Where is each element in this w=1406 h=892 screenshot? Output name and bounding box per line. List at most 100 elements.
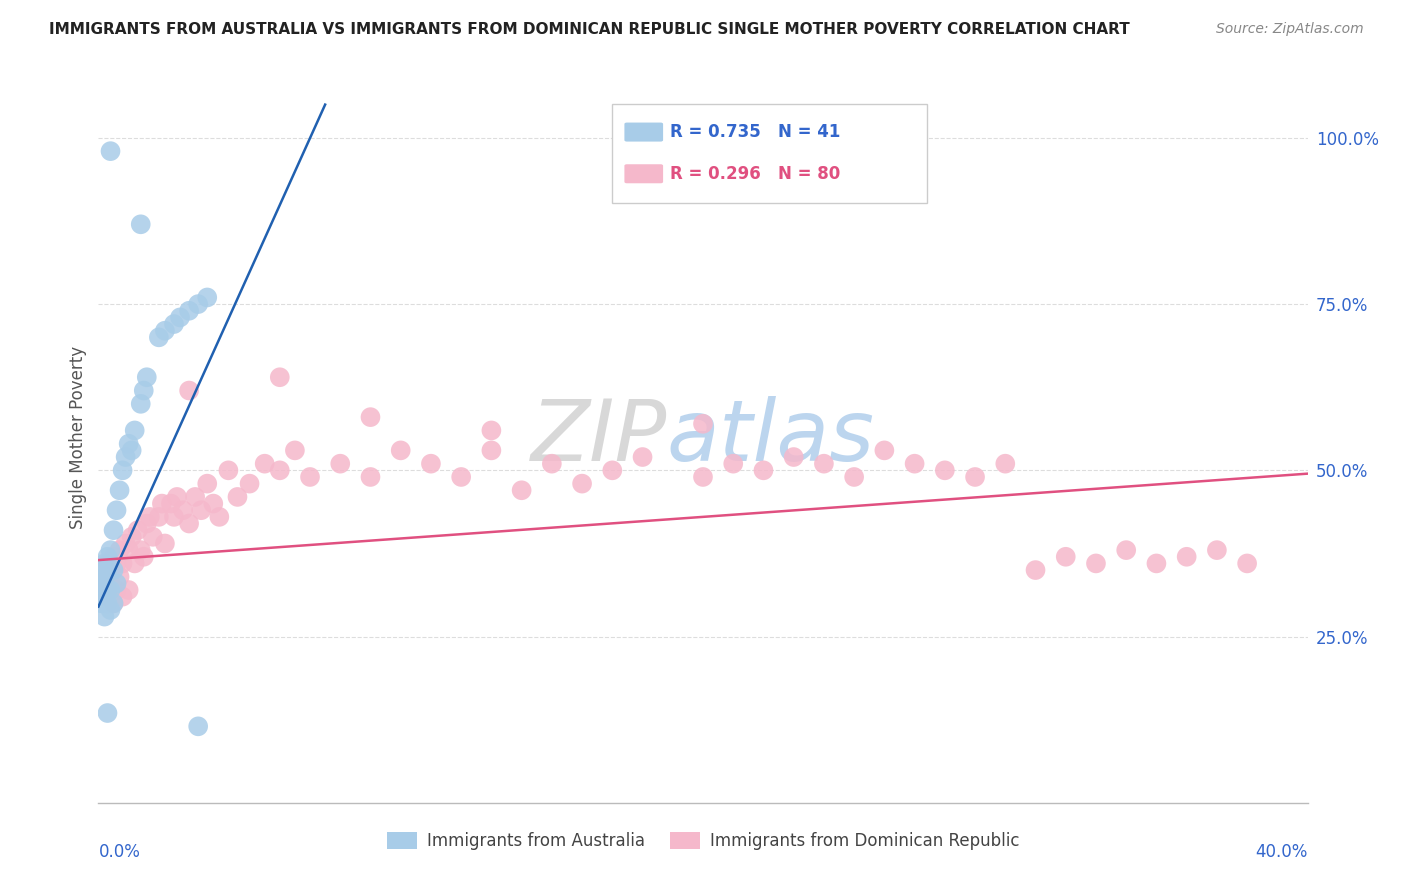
Point: [873, 443, 896, 458]
Point: [208, 509, 231, 524]
Point: [179, 516, 201, 531]
Point: [129, 217, 152, 231]
Point: [103, 563, 125, 577]
Point: [163, 509, 186, 524]
Text: R = 0.735   N = 41: R = 0.735 N = 41: [671, 123, 841, 141]
Point: [202, 497, 225, 511]
Point: [160, 497, 183, 511]
Point: [96, 590, 118, 604]
Point: [111, 590, 134, 604]
Point: [934, 463, 956, 477]
Point: [100, 543, 122, 558]
Point: [124, 424, 146, 438]
Point: [844, 470, 866, 484]
Point: [1206, 543, 1229, 558]
Point: [129, 543, 152, 558]
Point: [602, 463, 624, 477]
Text: ZIP: ZIP: [530, 395, 666, 479]
Point: [195, 476, 218, 491]
Point: [299, 470, 322, 484]
Point: [692, 417, 714, 431]
Point: [100, 603, 122, 617]
Point: [96, 596, 118, 610]
Point: [118, 582, 141, 597]
Text: 40.0%: 40.0%: [1256, 843, 1308, 861]
Point: [1175, 549, 1198, 564]
Point: [510, 483, 533, 498]
Point: [1054, 549, 1077, 564]
Point: [90, 563, 112, 577]
Point: [103, 523, 125, 537]
Point: [114, 450, 136, 464]
Point: [93, 570, 115, 584]
Point: [269, 370, 291, 384]
Point: [190, 503, 212, 517]
Point: [121, 530, 143, 544]
Point: [481, 424, 503, 438]
Point: [100, 576, 122, 591]
Point: [103, 596, 125, 610]
Point: [96, 582, 118, 597]
Point: [217, 463, 239, 477]
Point: [1085, 557, 1108, 571]
Point: [129, 397, 152, 411]
Point: [132, 384, 155, 398]
Point: [121, 443, 143, 458]
Point: [965, 470, 987, 484]
Point: [93, 590, 115, 604]
Point: [1024, 563, 1046, 577]
Text: atlas: atlas: [666, 395, 875, 479]
Point: [100, 582, 122, 597]
Point: [389, 443, 412, 458]
Point: [360, 410, 382, 425]
Point: [360, 470, 382, 484]
Legend: Immigrants from Australia, Immigrants from Dominican Republic: Immigrants from Australia, Immigrants fr…: [380, 825, 1026, 856]
FancyBboxPatch shape: [624, 164, 664, 183]
Point: [108, 543, 131, 558]
Point: [96, 563, 118, 577]
Point: [187, 297, 209, 311]
Point: [450, 470, 472, 484]
Point: [904, 457, 927, 471]
Point: [631, 450, 654, 464]
Point: [103, 549, 125, 564]
Point: [139, 509, 162, 524]
Point: [148, 330, 170, 344]
Point: [150, 497, 173, 511]
Point: [284, 443, 307, 458]
Y-axis label: Single Mother Poverty: Single Mother Poverty: [69, 345, 87, 529]
Point: [723, 457, 745, 471]
Point: [93, 570, 115, 584]
Point: [90, 582, 112, 597]
Point: [105, 576, 128, 591]
Point: [105, 503, 128, 517]
FancyBboxPatch shape: [624, 122, 664, 142]
Point: [239, 476, 262, 491]
Point: [96, 549, 118, 564]
Point: [166, 490, 188, 504]
Point: [132, 549, 155, 564]
Point: [90, 576, 112, 591]
Point: [111, 463, 134, 477]
Point: [420, 457, 443, 471]
Point: [108, 570, 131, 584]
Point: [184, 490, 207, 504]
Point: [1115, 543, 1137, 558]
Point: [269, 463, 291, 477]
Point: [105, 582, 128, 597]
Point: [93, 609, 115, 624]
Point: [153, 324, 176, 338]
Point: [994, 457, 1017, 471]
Point: [179, 303, 201, 318]
Text: IMMIGRANTS FROM AUSTRALIA VS IMMIGRANTS FROM DOMINICAN REPUBLIC SINGLE MOTHER PO: IMMIGRANTS FROM AUSTRALIA VS IMMIGRANTS …: [49, 22, 1130, 37]
Point: [90, 596, 112, 610]
Point: [118, 436, 141, 450]
Point: [135, 516, 157, 531]
FancyBboxPatch shape: [613, 104, 927, 203]
Point: [540, 457, 562, 471]
Point: [135, 370, 157, 384]
Point: [118, 543, 141, 558]
Point: [187, 719, 209, 733]
Point: [103, 596, 125, 610]
Point: [226, 490, 249, 504]
